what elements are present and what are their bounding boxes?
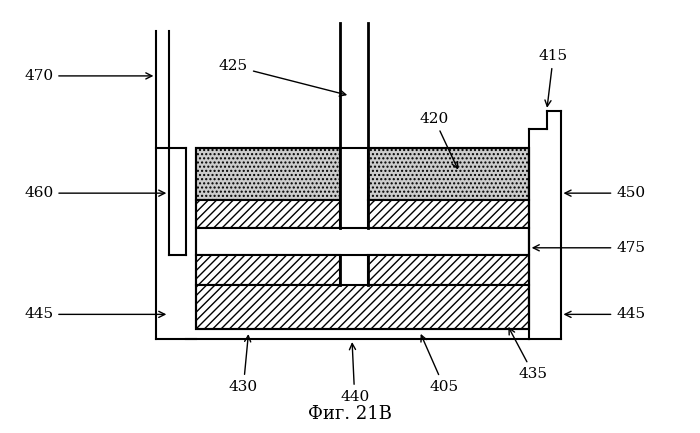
Text: 460: 460 [24, 186, 164, 200]
Bar [196, 228, 528, 255]
Text: Фиг. 21B: Фиг. 21B [308, 405, 392, 423]
Bar [368, 255, 528, 284]
Text: 420: 420 [419, 112, 458, 168]
Text: 445: 445 [24, 307, 164, 321]
Bar [368, 200, 528, 228]
Bar [196, 149, 528, 329]
Text: 425: 425 [219, 59, 346, 96]
Bar [196, 284, 528, 329]
Bar [196, 149, 340, 200]
Text: 415: 415 [539, 49, 568, 107]
Text: 440: 440 [340, 343, 370, 404]
Text: 430: 430 [229, 336, 258, 394]
Bar [196, 200, 340, 228]
Text: 445: 445 [565, 307, 645, 321]
Text: 450: 450 [565, 186, 645, 200]
Text: 470: 470 [24, 69, 152, 83]
Bar [196, 255, 340, 284]
Text: 405: 405 [421, 335, 458, 394]
Text: 435: 435 [509, 328, 548, 381]
Text: 475: 475 [533, 241, 645, 255]
Bar [368, 149, 528, 200]
